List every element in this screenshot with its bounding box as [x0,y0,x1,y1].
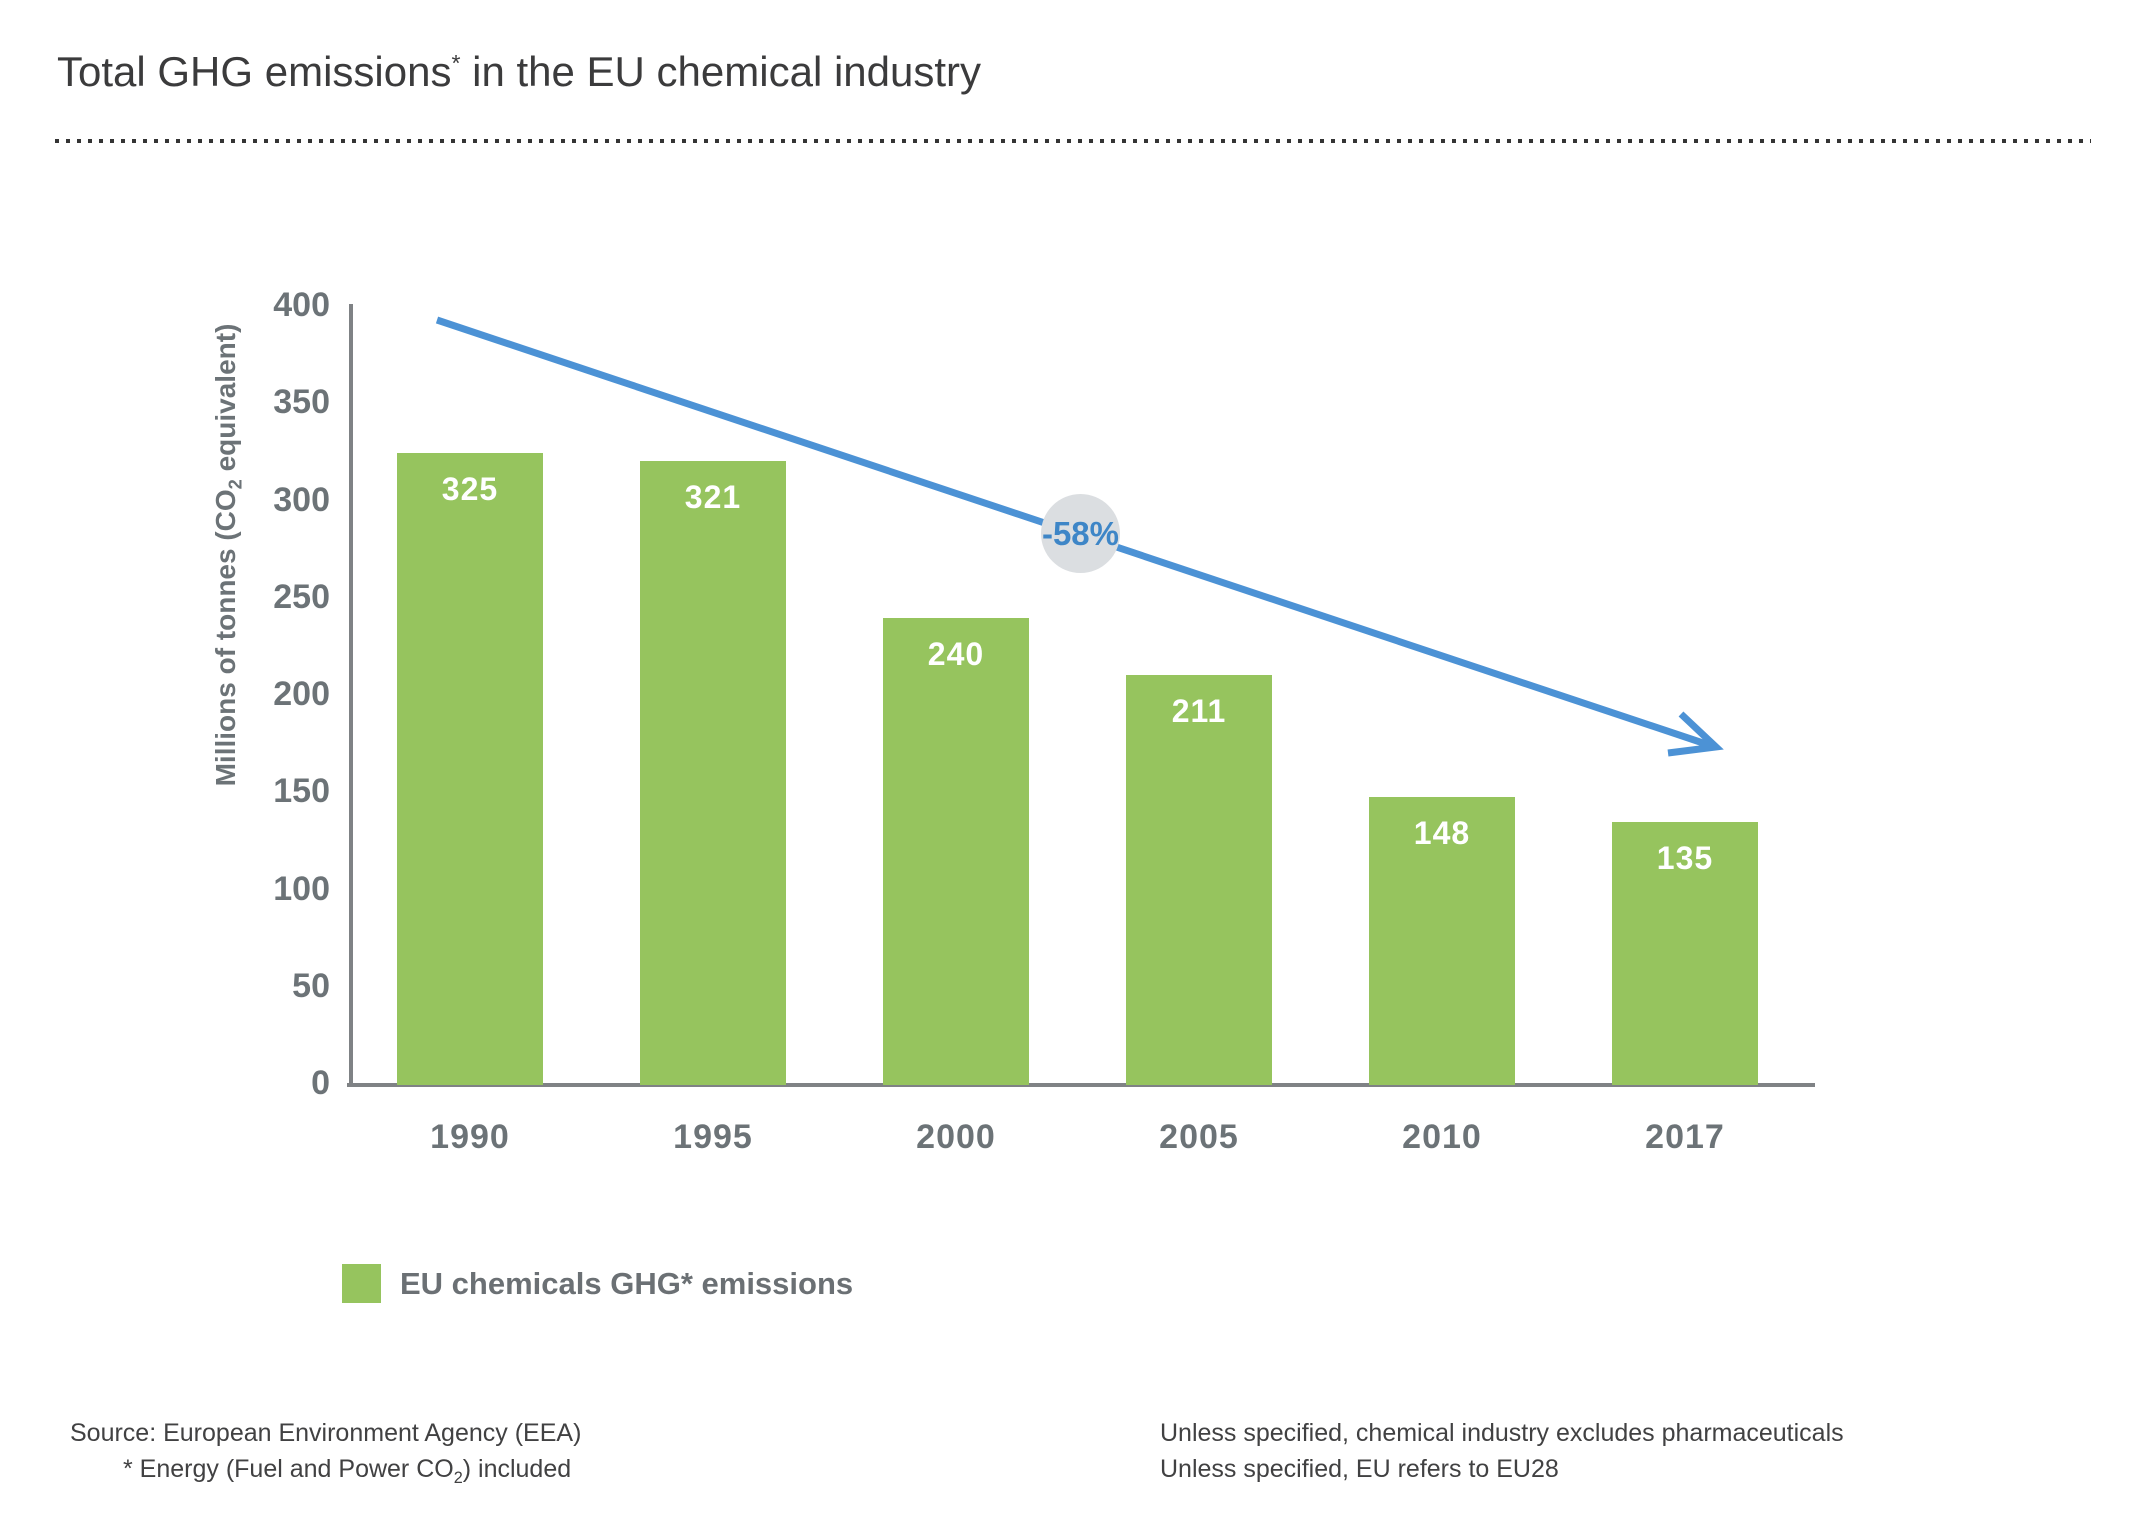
y-tick-label: 100 [273,869,330,908]
bar-value-label: 211 [1171,692,1227,729]
y-tick-label: 0 [311,1064,330,1102]
chart-title-rest: in the EU chemical industry [460,48,982,96]
percent-change-label: -58% [1041,514,1120,552]
energy-note-text: * Energy (Fuel and Power CO [123,1455,454,1483]
bar-2005: 211 [1126,674,1272,1085]
dotted-divider [55,139,2091,143]
y-tick-label: 300 [273,480,330,519]
x-tick-label: 2017 [1645,1118,1725,1156]
y-tick-label: 400 [273,286,330,324]
y-tick-label: 150 [273,772,330,811]
energy-note: * Energy (Fuel and Power CO2) included [70,1451,581,1496]
footnote-right: Unless specified, chemical industry excl… [1160,1415,1844,1487]
y-tick-label: 250 [273,577,330,616]
trend-arrowhead-icon [1667,711,1724,757]
percent-change-badge: -58% [1041,494,1120,573]
bar-2017: 135 [1612,822,1758,1085]
bar-1995: 321 [640,460,786,1085]
y-tick-label: 350 [273,383,330,422]
eu28-note: Unless specified, EU refers to EU28 [1160,1455,1559,1483]
x-tick-label: 1995 [673,1118,753,1156]
bar-value-label: 148 [1413,815,1471,852]
legend-swatch-icon [342,1264,381,1303]
legend: EU chemicals GHG* emissions [342,1264,853,1303]
x-tick-label: 1990 [430,1118,510,1156]
y-tick-label: 200 [273,675,330,713]
energy-note-text-end: ) included [462,1455,572,1483]
bar-2010: 148 [1369,797,1515,1085]
x-tick-label: 2000 [916,1118,996,1156]
bar-value-label: 135 [1656,840,1714,877]
legend-label: EU chemicals GHG* emissions [400,1265,854,1301]
bar-1990: 325 [397,452,543,1085]
y-axis-title: Millions of tonnes (CO2 equivalent) [210,300,246,810]
footnote-left: Source: European Environment Agency (EEA… [70,1415,581,1496]
chart-title-asterisk: * [451,50,461,77]
x-tick-label: 2005 [1159,1118,1239,1156]
energy-note-subscript: 2 [453,1469,463,1487]
bar-value-label: 325 [441,470,499,507]
pharma-note: Unless specified, chemical industry excl… [1160,1419,1844,1447]
chart-title-main: Total GHG emissions [57,48,452,96]
bar-value-label: 321 [684,478,742,515]
x-tick-label: 2010 [1402,1118,1482,1156]
bar-value-label: 240 [927,636,985,673]
y-tick-label: 50 [292,966,330,1005]
x-axis-line [347,1083,1815,1087]
chart-title: Total GHG emissions* in the EU chemical … [57,48,981,96]
y-axis-line [349,304,353,1086]
bar-2000: 240 [883,618,1029,1085]
y-axis-title-text: Millions of tonnes (CO [210,489,241,787]
source-note: Source: European Environment Agency (EEA… [70,1419,582,1447]
